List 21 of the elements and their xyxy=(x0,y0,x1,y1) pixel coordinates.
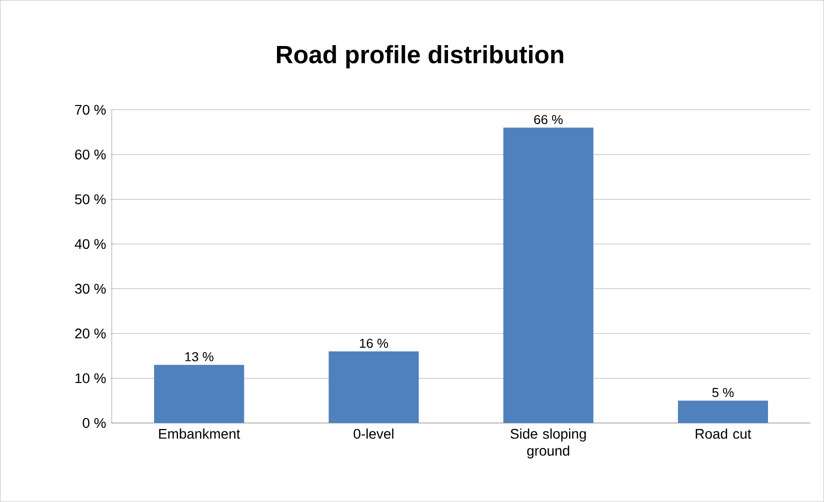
data-label: 16 % xyxy=(360,338,388,348)
x-tick-label: Road cut xyxy=(696,428,752,439)
data-label: 5 % xyxy=(712,388,734,398)
y-tick-label: 50 % xyxy=(75,194,106,204)
x-tick-label: Side sloping ground xyxy=(510,428,586,459)
y-tick-label: 40 % xyxy=(74,239,106,250)
y-tick-label: 60 % xyxy=(75,150,106,160)
data-label: 13 % xyxy=(185,352,214,362)
y-tick-label: 30 % xyxy=(74,284,106,294)
bar xyxy=(503,128,594,424)
y-tick-label: 20 % xyxy=(75,328,106,339)
chart-title: Road profile distribution xyxy=(276,45,564,68)
data-label: 66 % xyxy=(534,115,563,124)
bar xyxy=(328,352,419,424)
y-tick-label: 0 % xyxy=(82,418,106,428)
y-tick-label: 10 % xyxy=(76,373,106,384)
bar xyxy=(154,364,244,424)
x-tick-label: 0-level xyxy=(354,428,394,439)
x-tick-label: Embankment xyxy=(159,428,240,439)
bar xyxy=(678,400,768,424)
y-tick-label: 70 % xyxy=(75,104,106,115)
